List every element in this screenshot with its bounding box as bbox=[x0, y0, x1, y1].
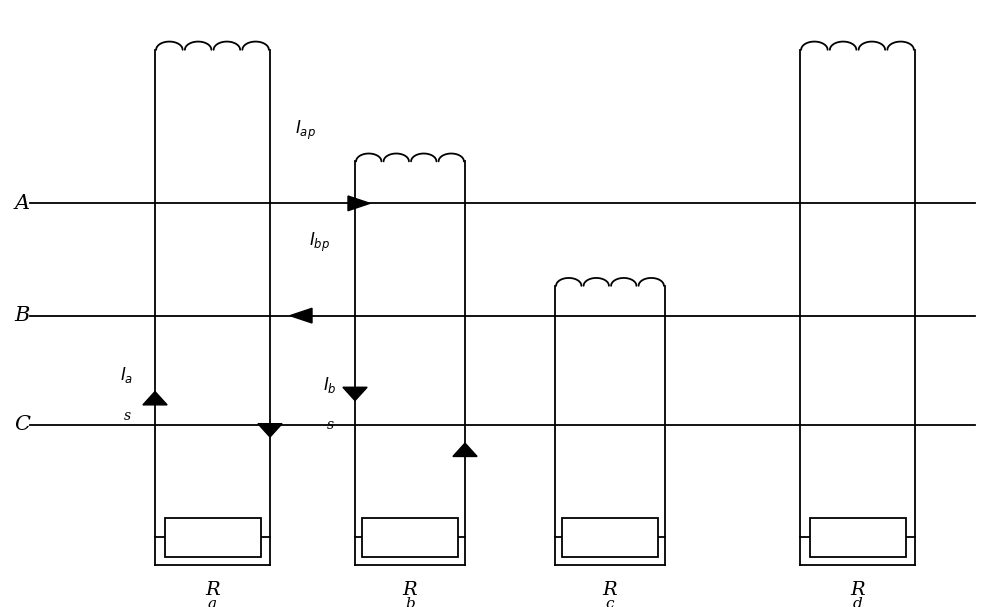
Text: d: d bbox=[853, 597, 862, 607]
Text: B: B bbox=[14, 306, 30, 325]
Text: $I_{ap}$: $I_{ap}$ bbox=[295, 119, 316, 142]
Polygon shape bbox=[348, 196, 370, 211]
Text: C: C bbox=[14, 415, 30, 435]
Bar bbox=[562, 518, 658, 557]
Text: $I_a$: $I_a$ bbox=[120, 365, 134, 385]
Text: $I_b$: $I_b$ bbox=[323, 375, 337, 395]
Bar bbox=[810, 518, 906, 557]
Text: b: b bbox=[405, 597, 415, 607]
Text: R: R bbox=[603, 581, 617, 599]
Text: s: s bbox=[326, 418, 334, 432]
Text: c: c bbox=[606, 597, 614, 607]
Polygon shape bbox=[343, 387, 367, 401]
Text: R: R bbox=[205, 581, 220, 599]
Polygon shape bbox=[258, 424, 282, 437]
Polygon shape bbox=[290, 308, 312, 323]
Text: A: A bbox=[14, 194, 30, 213]
Bar bbox=[165, 518, 261, 557]
Text: R: R bbox=[850, 581, 865, 599]
Polygon shape bbox=[453, 443, 477, 456]
Text: $I_{bp}$: $I_{bp}$ bbox=[309, 231, 330, 254]
Text: s: s bbox=[123, 409, 131, 423]
Polygon shape bbox=[143, 392, 167, 405]
Bar bbox=[362, 518, 458, 557]
Text: a: a bbox=[208, 597, 217, 607]
Text: R: R bbox=[403, 581, 417, 599]
